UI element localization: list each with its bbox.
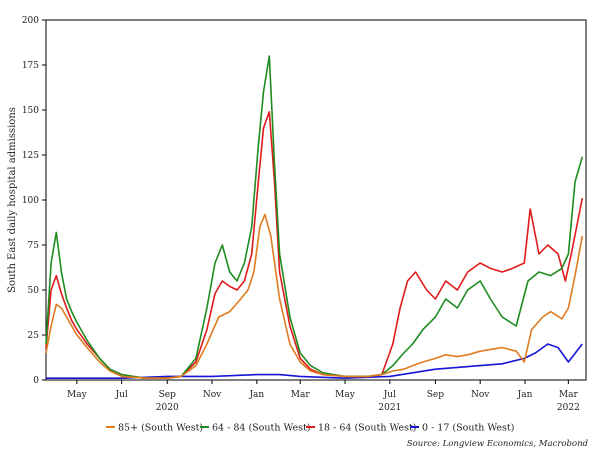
x-year-label: 2020 xyxy=(156,403,179,413)
x-tick-label: Jan xyxy=(517,390,533,400)
x-tick-label: May xyxy=(335,390,356,400)
x-tick-label: Sep xyxy=(159,390,176,400)
x-tick-label: Sep xyxy=(427,390,444,400)
chart-series-lines xyxy=(45,55,584,379)
plot-frame xyxy=(45,19,587,381)
series-line-85-south-west- xyxy=(45,213,584,379)
series-line-64-84-south-west- xyxy=(45,55,584,379)
legend-label: 18 - 64 (South West) xyxy=(318,423,416,434)
y-axis-label: South East daily hospital admissions xyxy=(7,107,18,293)
y-tick-label: 200 xyxy=(22,16,39,26)
chart-axes: 0 25 50 75 100 125 150 175 200 May Jul Sep Nov Jan Mar… xyxy=(22,16,587,413)
x-tick-label: Mar xyxy=(559,390,579,400)
y-tick-label: 125 xyxy=(22,151,39,161)
y-tick-label: 50 xyxy=(28,286,40,296)
x-tick-label: May xyxy=(67,390,88,400)
x-year-label: 2021 xyxy=(378,403,401,413)
y-tick-label: 75 xyxy=(28,241,40,251)
y-tick-label: 100 xyxy=(22,196,39,206)
x-tick-label: Jan xyxy=(248,390,264,400)
x-tick-label: Nov xyxy=(471,390,490,400)
y-tick-label: 0 xyxy=(33,376,39,386)
chart-legend: 85+ (South West) 64 - 84 (South West) 18 -… xyxy=(106,423,514,434)
series-line-18-64-south-west- xyxy=(45,111,584,379)
x-year-label: 2022 xyxy=(557,403,580,413)
series-line-0-17-south-west- xyxy=(46,343,583,379)
x-tick-label: Mar xyxy=(291,390,311,400)
legend-label: 64 - 84 (South West) xyxy=(212,423,310,434)
y-tick-label: 150 xyxy=(22,106,39,116)
legend-label: 85+ (South West) xyxy=(118,423,203,434)
source-note: Source: Longview Economics, Macrobond xyxy=(407,439,589,449)
x-tick-label: Jul xyxy=(115,390,128,400)
y-tick-label: 25 xyxy=(28,331,40,341)
x-tick-label: Nov xyxy=(203,390,222,400)
y-tick-label: 175 xyxy=(22,61,39,71)
legend-label: 0 - 17 (South West) xyxy=(422,423,514,434)
x-tick-label: Jul xyxy=(383,390,396,400)
